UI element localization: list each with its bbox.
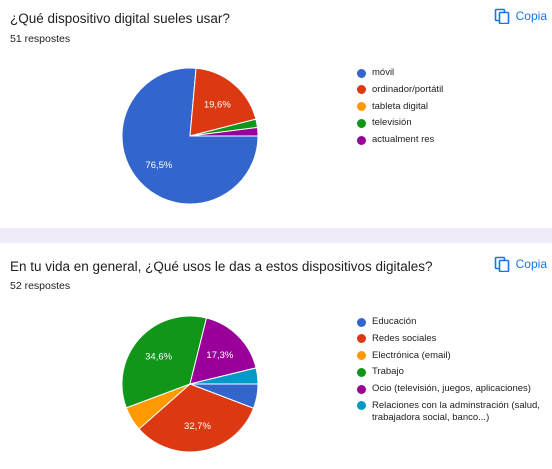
legend-item-ocio-television-juegos-aplicacio[interactable]: Ocio (televisión, juegos, aplicaciones) [357, 383, 552, 395]
legend-swatch [357, 135, 366, 145]
copy-button[interactable]: Copia [494, 256, 547, 272]
legend-item-tableta-digital[interactable]: tableta digital [357, 101, 443, 113]
question-title: En tu vida en general, ¿Qué usos le das … [10, 259, 433, 274]
legend-item-ordinador-portatil[interactable]: ordinador/portátil [357, 84, 443, 96]
copy-icon [494, 8, 509, 24]
legend-label: Ocio (televisión, juegos, aplicaciones) [372, 383, 531, 395]
legend-item-educacion[interactable]: Educación [357, 316, 552, 328]
legend-item-television[interactable]: televisión [357, 117, 443, 129]
pie-slice-ordinador-portatil[interactable] [189, 67, 257, 137]
legend-swatch [357, 367, 366, 377]
pie-slice-actualment-res[interactable] [189, 126, 259, 137]
pie-slice-movil[interactable] [121, 67, 259, 205]
legend-devices: móvil ordinador/portátil tableta digital te… [357, 67, 443, 151]
legend-swatch [357, 85, 366, 95]
pie-slice-ocio-television-juegos-aplicacio[interactable] [189, 317, 257, 385]
legend-label: ordinador/portátil [372, 83, 444, 95]
pie-slice-trabajo[interactable] [121, 315, 208, 409]
pie-data-label-movil: 76,5% [145, 160, 172, 171]
legend-swatch [357, 401, 366, 411]
legend-label: televisión [372, 117, 412, 129]
copy-button[interactable]: Copia [494, 8, 547, 24]
response-count: 52 respostes [10, 280, 71, 292]
question-title: ¿Qué dispositivo digital sueles usar? [10, 11, 230, 26]
legend-swatch [357, 384, 366, 394]
legend-label: Relaciones con la adminstración (salud, … [372, 399, 540, 423]
pie-chart-uses: 32,7% 34,6% 17,3% [121, 315, 259, 453]
legend-swatch [357, 102, 366, 112]
legend-swatch [357, 118, 366, 128]
legend-item-movil[interactable]: móvil [357, 67, 443, 79]
pie-data-label-trabajo: 34,6% [145, 351, 172, 362]
legend-label: Educación [372, 316, 417, 327]
pie-data-label-ordinador-portatil: 19,6% [204, 99, 231, 110]
copy-icon [494, 256, 509, 272]
question-card-2: En tu vida en general, ¿Qué usos le das … [0, 243, 552, 469]
pie-data-label-ocio-television-juegos-aplicacio: 17,3% [206, 350, 233, 361]
legend-swatch [357, 334, 366, 344]
legend-item-actualment-res[interactable]: actualment res [357, 134, 443, 146]
legend-item-relaciones-con-la-adminstracion-[interactable]: Relaciones con la adminstración (salud, … [357, 400, 552, 424]
copy-label: Copia [515, 257, 547, 271]
response-count: 51 respostes [10, 33, 71, 45]
legend-item-redes-sociales[interactable]: Redes sociales [357, 333, 552, 345]
legend-swatch [357, 351, 366, 361]
legend-uses: Educación Redes sociales Electrónica (emai… [357, 316, 552, 429]
legend-label: tableta digital [372, 100, 428, 112]
legend-label: Redes sociales [372, 332, 437, 344]
pie-chart-devices: 76,5% 19,6% [121, 67, 259, 205]
legend-label: Trabajo [372, 366, 404, 378]
legend-label: Electrónica (email) [372, 349, 451, 361]
pie-slice-redes-sociales[interactable] [138, 383, 255, 453]
legend-swatch [357, 68, 366, 78]
question-card-1: ¿Qué dispositivo digital sueles usar? 51… [0, 0, 552, 228]
pie-slice-relaciones-con-la-adminstracion-[interactable] [189, 367, 259, 385]
legend-swatch [357, 317, 366, 327]
legend-label: móvil [372, 67, 395, 78]
pie-data-label-redes-sociales: 32,7% [184, 421, 211, 432]
legend-item-trabajo[interactable]: Trabajo [357, 366, 552, 378]
legend-label: actualment res [372, 134, 435, 146]
copy-label: Copia [515, 9, 547, 23]
legend-item-electronica-email[interactable]: Electrónica (email) [357, 350, 552, 362]
